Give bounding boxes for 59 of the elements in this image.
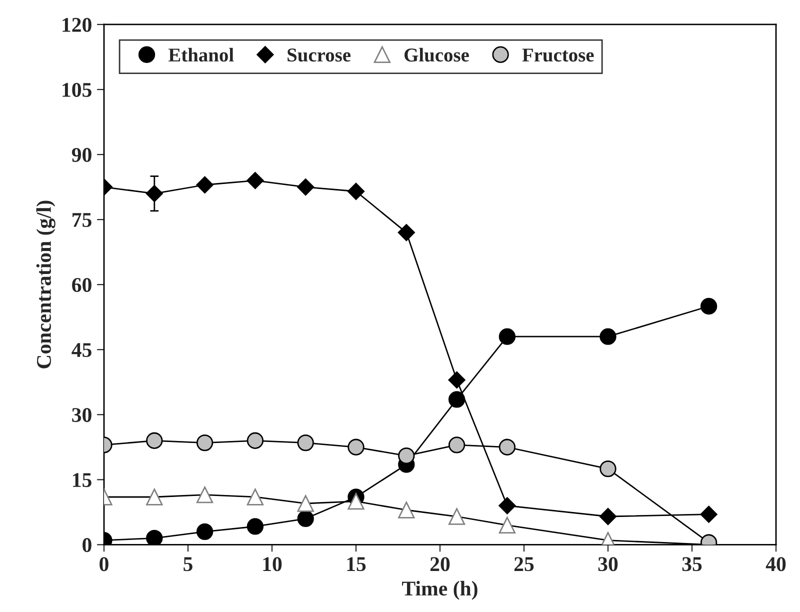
point [398, 447, 415, 464]
legend-label: Sucrose [288, 48, 351, 62]
x-axis-title: Time (h) [402, 580, 478, 600]
y-tick-label: 90 [72, 148, 92, 162]
y-tick-label: 120 [62, 18, 92, 32]
point [246, 488, 264, 506]
x-tick-label: 10 [263, 557, 282, 572]
point [297, 495, 314, 512]
point [146, 432, 163, 449]
point [196, 523, 214, 540]
point [498, 516, 516, 534]
x-tick-label: 25 [514, 557, 534, 572]
point [448, 391, 466, 408]
point [196, 486, 214, 504]
y-tick-label: 45 [72, 343, 92, 358]
point [146, 488, 163, 506]
point [196, 434, 214, 452]
point [498, 497, 516, 514]
point [448, 436, 466, 454]
x-tick-label: 5 [184, 557, 192, 572]
y-tick-label: 75 [72, 213, 92, 227]
point [246, 518, 264, 535]
point [498, 328, 516, 345]
y-tick-label: 0 [82, 538, 92, 552]
x-tick-label: 20 [430, 557, 450, 572]
point [398, 224, 415, 242]
y-tick-label: 60 [72, 278, 92, 292]
x-tick-label: 0 [100, 557, 108, 572]
point [348, 438, 364, 456]
y-tick-label: 105 [62, 82, 92, 97]
y-axis-title: Concentration (g/l) [36, 200, 56, 368]
point [498, 438, 516, 456]
point [700, 298, 718, 315]
legend-label: Fructose [522, 48, 594, 62]
point [700, 506, 718, 523]
x-tick-label: 40 [766, 557, 786, 572]
x-tick-label: 30 [598, 557, 618, 572]
point [600, 328, 616, 345]
point [146, 530, 163, 545]
point [297, 510, 314, 528]
point [146, 184, 163, 202]
point [246, 172, 264, 190]
x-tick-label: 35 [682, 557, 702, 572]
point [347, 182, 365, 200]
legend-label: Glucose [404, 48, 469, 62]
point [348, 492, 364, 510]
legend-label: Ethanol [168, 48, 234, 62]
point [246, 432, 264, 449]
point [196, 176, 214, 194]
point [599, 508, 617, 526]
point [600, 460, 616, 478]
y-tick-label: 30 [72, 408, 92, 422]
point [448, 371, 466, 388]
point [297, 434, 314, 452]
point [448, 508, 466, 525]
y-tick-label: 15 [73, 473, 92, 488]
x-tick-label: 15 [347, 557, 366, 572]
point [297, 178, 314, 196]
point [398, 502, 415, 518]
